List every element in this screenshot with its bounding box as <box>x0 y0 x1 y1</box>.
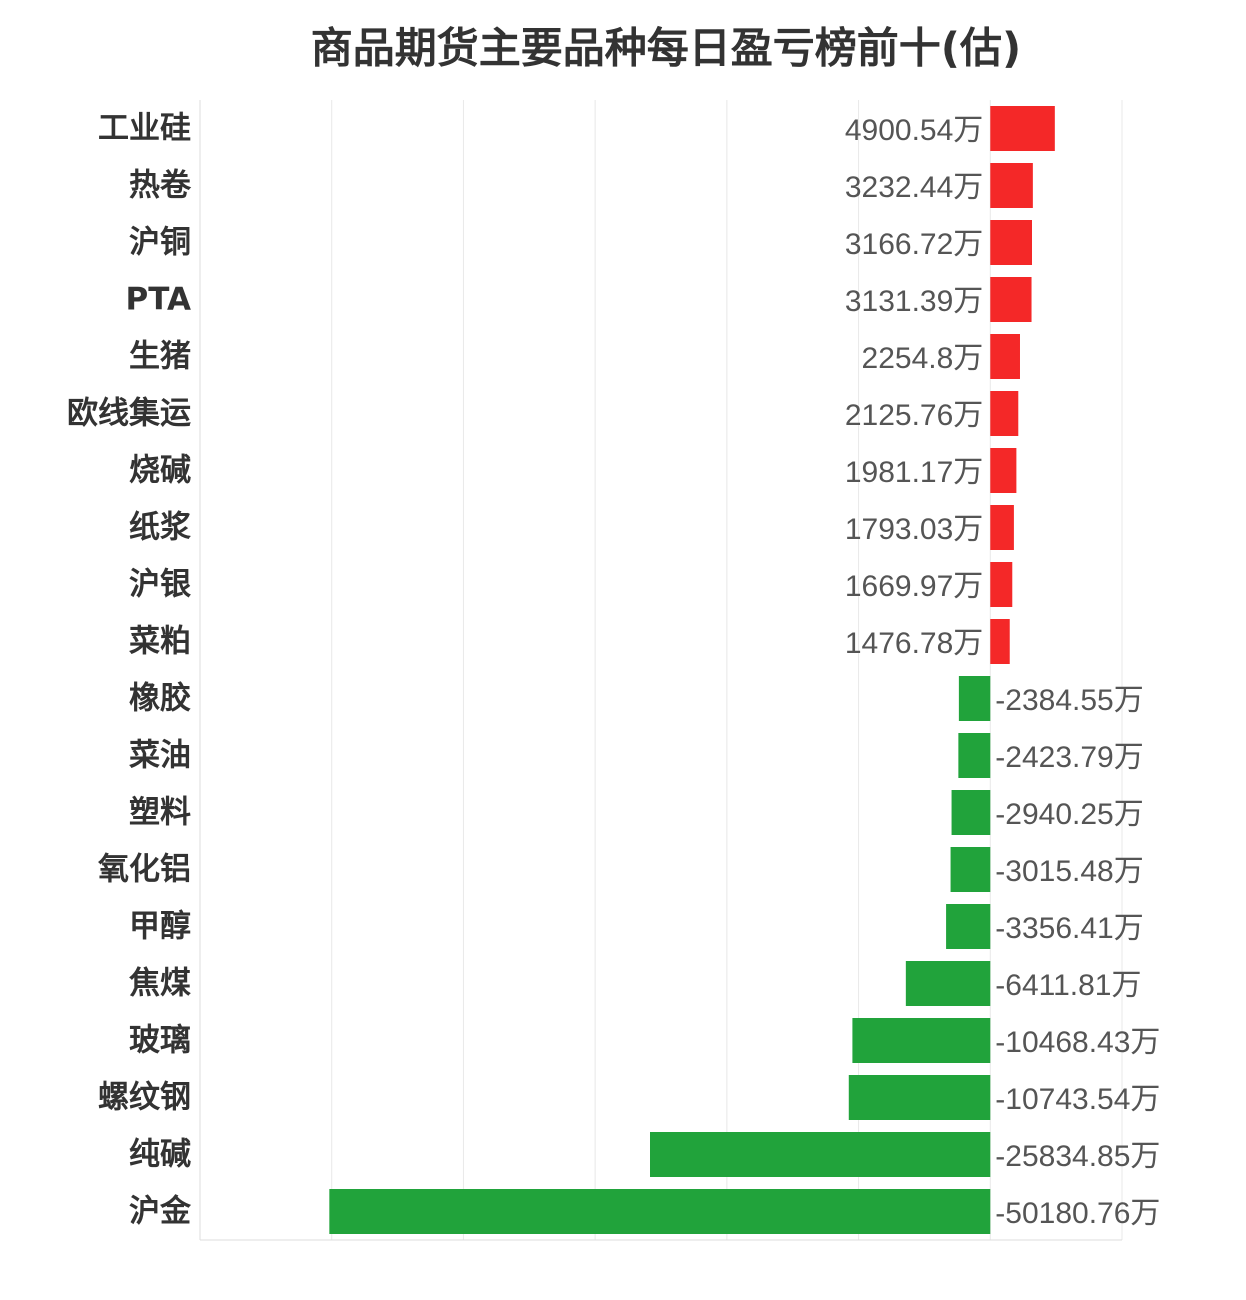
category-label-20: 沪金 <box>129 1194 192 1230</box>
bar-10 <box>990 619 1010 664</box>
category-label-18: 螺纹钢 <box>98 1080 191 1116</box>
gridlines <box>331 100 1123 1240</box>
value-label-13: -2940.25万 <box>995 798 1143 831</box>
bar-6 <box>990 391 1019 436</box>
bar-7 <box>990 448 1017 493</box>
category-label-7: 烧碱 <box>129 453 191 489</box>
bar-12 <box>958 733 991 778</box>
value-label-12: -2423.79万 <box>995 741 1143 774</box>
category-label-15: 甲醇 <box>129 909 191 945</box>
chart-title: 商品期货主要品种每日盈亏榜前十(估) <box>311 24 1021 73</box>
value-label-3: 3166.72万 <box>845 228 983 261</box>
category-label-6: 欧线集运 <box>67 396 191 432</box>
category-label-19: 纯碱 <box>129 1137 191 1173</box>
category-label-13: 塑料 <box>129 795 191 831</box>
value-label-19: -25834.85万 <box>995 1140 1160 1173</box>
category-label-12: 菜油 <box>129 738 191 774</box>
value-label-18: -10743.54万 <box>995 1083 1160 1116</box>
value-label-16: -6411.81万 <box>995 969 1141 1002</box>
value-label-10: 1476.78万 <box>845 627 983 660</box>
value-label-4: 3131.39万 <box>845 285 983 318</box>
value-label-15: -3356.41万 <box>995 912 1143 945</box>
value-label-6: 2125.76万 <box>845 399 983 432</box>
value-label-17: -10468.43万 <box>995 1026 1160 1059</box>
bar-20 <box>329 1189 991 1234</box>
bar-15 <box>946 904 991 949</box>
bar-8 <box>990 505 1014 550</box>
category-label-16: 焦煤 <box>129 966 191 1002</box>
category-label-2: 热卷 <box>129 168 192 204</box>
bar-16 <box>905 961 991 1006</box>
axes <box>199 100 1122 1241</box>
bar-1 <box>990 106 1055 151</box>
bar-11 <box>958 676 991 721</box>
bar-3 <box>990 220 1032 265</box>
value-label-8: 1793.03万 <box>845 513 983 546</box>
value-label-9: 1669.97万 <box>845 570 983 603</box>
category-label-9: 沪银 <box>129 567 191 603</box>
bar-9 <box>990 562 1013 607</box>
bar-18 <box>848 1075 991 1120</box>
category-label-5: 生猪 <box>129 339 191 375</box>
bar-14 <box>950 847 991 892</box>
category-label-4: PTA <box>126 282 191 318</box>
bar-19 <box>650 1132 991 1177</box>
category-label-10: 菜粕 <box>129 624 191 660</box>
bars <box>329 106 1055 1234</box>
category-label-1: 工业硅 <box>98 111 191 147</box>
category-label-17: 玻璃 <box>129 1023 191 1059</box>
value-label-20: -50180.76万 <box>995 1197 1160 1230</box>
value-label-1: 4900.54万 <box>845 114 983 147</box>
value-labels: 4900.54万 3232.44万 3166.72万 3131.39万 2254.8万 2… <box>845 114 1161 1230</box>
category-label-3: 沪铜 <box>129 225 191 261</box>
bar-13 <box>951 790 991 835</box>
value-label-7: 1981.17万 <box>845 456 983 489</box>
value-label-11: -2384.55万 <box>995 684 1143 717</box>
bar-2 <box>990 163 1033 208</box>
value-label-14: -3015.48万 <box>995 855 1143 888</box>
value-label-5: 2254.8万 <box>862 342 984 375</box>
category-label-14: 氧化铝 <box>98 852 191 888</box>
bar-4 <box>990 277 1032 322</box>
category-label-8: 纸浆 <box>129 510 191 546</box>
bar-17 <box>852 1018 991 1063</box>
bar-5 <box>990 334 1020 379</box>
category-label-11: 橡胶 <box>129 681 191 717</box>
value-label-2: 3232.44万 <box>845 171 983 204</box>
